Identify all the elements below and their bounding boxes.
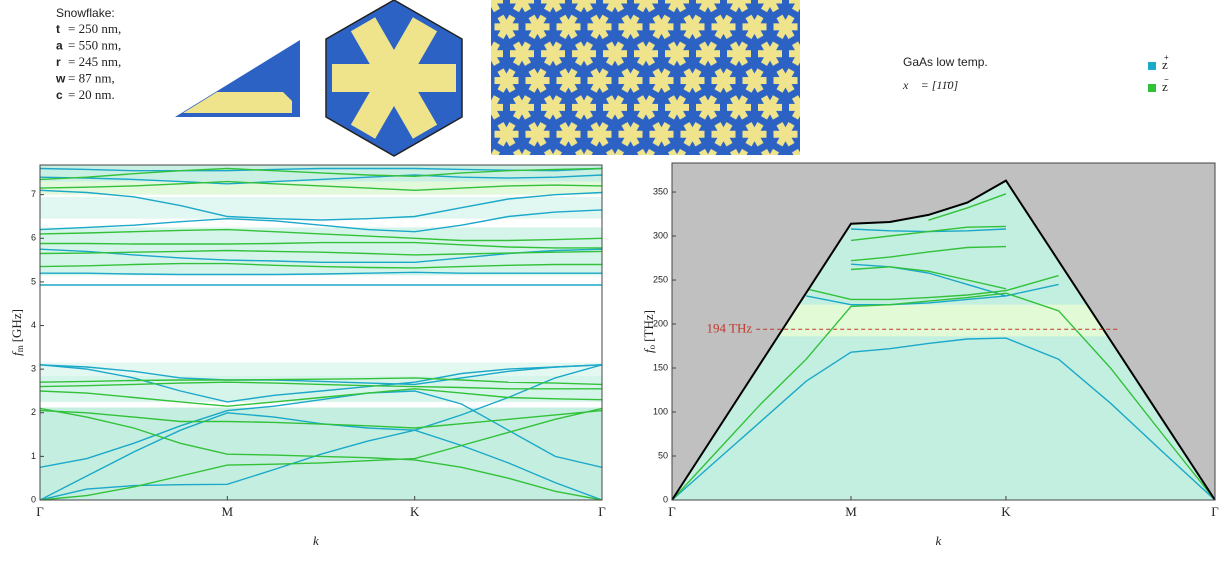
legend-sign: + bbox=[1164, 53, 1169, 62]
y-axis-unit: [THz] bbox=[641, 310, 656, 342]
header-text: Snowflake: t = 250 nm, a = 550 nm, r = 245 nm… bbox=[55, 6, 121, 102]
material: GaAs low temp. bbox=[903, 55, 988, 69]
page: body { margin: 0; width: 1225px; height:… bbox=[0, 0, 1225, 556]
x-tick-label: M bbox=[222, 504, 234, 519]
param-symbol: r bbox=[56, 55, 61, 69]
y-tick-label: 5 bbox=[31, 276, 36, 286]
x-tick-label: K bbox=[410, 504, 420, 519]
param-value: = 20 nm. bbox=[68, 87, 115, 102]
x-tick-label: Γ bbox=[1211, 504, 1219, 519]
x-axis-label: k⃗ bbox=[936, 533, 952, 548]
y-axis-sub: o bbox=[647, 344, 657, 349]
x-axis-label: k⃗ bbox=[313, 533, 329, 548]
y-tick-label: 250 bbox=[653, 274, 668, 284]
y-tick-label: 7 bbox=[31, 189, 36, 199]
legend-sign: − bbox=[1164, 75, 1169, 84]
y-axis-unit: [GHz] bbox=[9, 309, 24, 342]
x-tick-label: M bbox=[845, 504, 857, 519]
param-symbol: w bbox=[55, 72, 66, 86]
y-tick-label: 0 bbox=[31, 494, 36, 504]
legend-swatch bbox=[1148, 84, 1156, 92]
param-value: = 550 nm, bbox=[68, 37, 121, 52]
legend: z+z− bbox=[1148, 53, 1169, 94]
x-tick-label: Γ bbox=[598, 504, 606, 519]
y-tick-label: 0 bbox=[663, 494, 668, 504]
reference-label: 194 THz bbox=[707, 320, 753, 335]
lattice-diagram bbox=[491, 0, 800, 155]
x-tick-label: Γ bbox=[668, 504, 676, 519]
y-tick-label: 4 bbox=[31, 320, 36, 330]
y-axis-sub: m bbox=[15, 345, 25, 352]
params: t = 250 nm, a = 550 nm, r = 245 nm,w= 87 nm, c… bbox=[55, 21, 121, 102]
y-tick-label: 300 bbox=[653, 230, 668, 240]
param-value: = 87 nm, bbox=[68, 70, 115, 85]
y-tick-label: 50 bbox=[658, 450, 668, 460]
y-tick-label: 100 bbox=[653, 406, 668, 416]
hexagon-diagram bbox=[326, 0, 462, 156]
y-tick-label: 1 bbox=[31, 451, 36, 461]
body: { "header": { "title": "Snowflake:", "pa… bbox=[0, 0, 1225, 556]
band-region bbox=[40, 182, 602, 195]
param-value: = 245 nm, bbox=[68, 54, 121, 69]
x-tick-label: K bbox=[1001, 504, 1011, 519]
y-tick-label: 150 bbox=[653, 362, 668, 372]
legend-swatch bbox=[1148, 62, 1156, 70]
y-tick-label: 3 bbox=[31, 364, 36, 374]
param-symbol: a bbox=[56, 39, 63, 53]
figure: Snowflake: t = 250 nm, a = 550 nm, r = 245 nm… bbox=[0, 0, 1225, 556]
y-axis-label: fm[GHz] bbox=[9, 309, 25, 356]
header-title: Snowflake: bbox=[56, 6, 115, 20]
y-tick-label: 6 bbox=[31, 233, 36, 243]
param-symbol: c bbox=[56, 88, 63, 102]
direction: x⃗ = [11̄0] bbox=[902, 78, 959, 92]
unit-cell-diagram bbox=[175, 40, 300, 117]
param-symbol: t bbox=[56, 22, 60, 36]
y-tick-label: 2 bbox=[31, 407, 36, 417]
x-tick-label: Γ bbox=[36, 504, 44, 519]
param-value: = 250 nm, bbox=[68, 21, 121, 36]
y-tick-label: 350 bbox=[653, 186, 668, 196]
y-axis-label: fo[THz] bbox=[641, 310, 657, 353]
